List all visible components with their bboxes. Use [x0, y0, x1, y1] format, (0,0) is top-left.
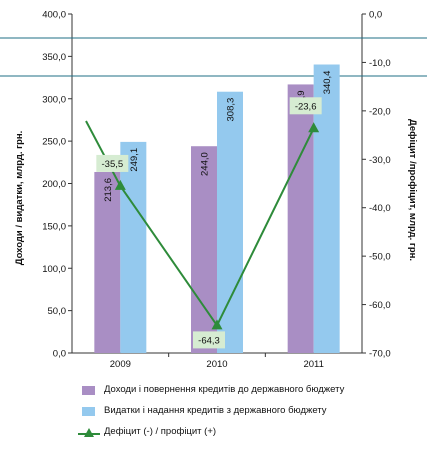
bar [287, 84, 314, 354]
y-left-tick-label: 250,0 [42, 137, 66, 148]
y-axis-right-title: Дефіцит /профіцит, млрд. грн. [407, 119, 418, 261]
y-right-tick-label: -70,0 [369, 349, 391, 360]
y-right-tick-label: -10,0 [369, 58, 391, 69]
bars [94, 64, 340, 354]
y-left-tick-label: 350,0 [42, 52, 66, 63]
y-left-tick-label: 300,0 [42, 94, 66, 105]
legend-marker-deficit [78, 428, 100, 437]
category-axis: 2009 2010 2011 [110, 353, 324, 370]
y-right-tick-label: -60,0 [369, 300, 391, 311]
y-left-tick-label: 200,0 [42, 179, 66, 190]
deficit-label-box [193, 331, 225, 349]
bar-value-label: 340,4 [322, 71, 333, 95]
deficit-value-label: -35,5 [102, 159, 124, 170]
y-right-tick-label: -30,0 [369, 155, 391, 166]
x-category-label: 2009 [110, 359, 131, 370]
legend: Доходи і повернення кредитів до державно… [78, 382, 422, 445]
y-right-tick-label: -50,0 [369, 252, 391, 263]
x-category-label: 2010 [206, 359, 227, 370]
deficit-marker [308, 122, 320, 133]
bar-value-label: 308,3 [226, 98, 237, 122]
bar [217, 91, 243, 353]
y-left-tick-label: 0,0 [53, 349, 66, 360]
deficit-marker [114, 179, 126, 190]
legend-item-deficit: Дефіцит (-) / профіцит (+) [78, 424, 422, 445]
bar [191, 146, 217, 353]
x-category-label: 2011 [303, 359, 323, 370]
legend-swatch-income [82, 386, 95, 395]
legend-swatch-expense [82, 407, 95, 416]
bar-value-label: 244,0 [200, 152, 211, 176]
deficit-series: -35,5 -64,3 -23,6 [85, 97, 322, 349]
deficit-value-label: -64,3 [198, 335, 220, 346]
left-axis: 0,0 50,0 100,0 150,0 200,0 250,0 300,0 350,0 400… [42, 10, 72, 360]
y-left-tick-label: 50,0 [48, 306, 67, 317]
bar-value-label: 213,6 [103, 178, 114, 202]
y-right-tick-label: -40,0 [369, 203, 391, 214]
bar [94, 171, 121, 353]
deficit-label-box [289, 97, 322, 115]
deficit-label-box [96, 154, 129, 172]
chart: 0,0 50,0 100,0 150,0 200,0 250,0 300,0 350,0 400… [0, 10, 427, 370]
legend-label-income: Доходи і повернення кредитів до державно… [104, 384, 345, 395]
legend-item-expense: Видатки і надання кредитів з державного … [82, 403, 422, 424]
y-right-tick-label: -20,0 [369, 106, 391, 117]
y-right-tick-label: 0,0 [369, 10, 382, 21]
y-left-tick-label: 400,0 [42, 10, 66, 21]
deficit-value-label: -23,6 [295, 101, 317, 112]
bar [120, 141, 147, 353]
legend-label-deficit: Дефіцит (-) / профіцит (+) [104, 426, 217, 437]
deficit-marker [211, 319, 223, 330]
legend-item-income: Доходи і повернення кредитів до державно… [82, 382, 422, 403]
y-left-tick-label: 100,0 [42, 264, 66, 275]
y-left-tick-label: 150,0 [42, 221, 66, 232]
bar-value-label: 249,1 [129, 148, 140, 172]
legend-label-expense: Видатки і надання кредитів з державного … [104, 405, 327, 416]
y-axis-left-title: Доходи / видатки, млрд. грн. [14, 131, 25, 266]
right-axis: 0,0 -10,0 -20,0 -30,0 -40,0 -50,0 -60,0 -70,0 [362, 10, 391, 360]
deficit-line-lead [85, 120, 122, 187]
